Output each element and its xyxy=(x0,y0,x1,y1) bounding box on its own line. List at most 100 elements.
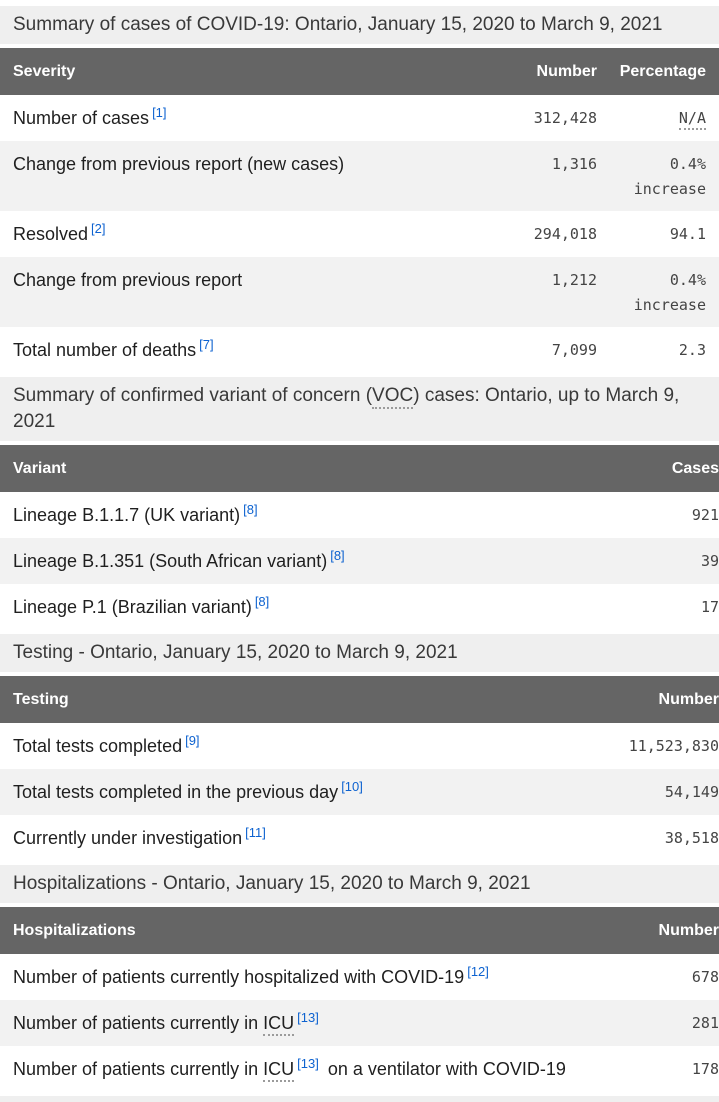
row-label-text: Total tests completed xyxy=(13,736,183,756)
row-label-text: Number of patients currently in xyxy=(13,1059,264,1079)
table-row: Total tests completed [9] 11,523,830 xyxy=(0,723,719,769)
table-row: Lineage B.1.1.7 (UK variant) [8] 921 xyxy=(0,492,719,538)
percentage-text: 0.4% xyxy=(669,155,706,173)
percentage-line: N/A xyxy=(597,105,706,131)
row-label-text: Total tests completed in the previous da… xyxy=(13,782,339,802)
row-label: Number of patients currently in ICU [13] … xyxy=(0,1046,597,1092)
data-table-variant: Variant Cases Lineage B.1.1.7 (UK variant)… xyxy=(0,445,719,630)
caption-text: Hospitalizations - Ontario, January 15, … xyxy=(13,873,531,894)
row-label-text: Number of patients currently in xyxy=(13,1013,264,1033)
table-row: Number of patients currently in ICU [13] … xyxy=(0,1046,719,1092)
row-label: Change from previous report (new cases) xyxy=(0,141,487,211)
abbr-icu: ICU xyxy=(263,1059,295,1082)
row-label-text: Lineage B.1.1.7 (UK variant) xyxy=(13,505,241,525)
caption-text: Summary of cases of COVID-19: Ontario, J… xyxy=(13,14,663,35)
abbr-icu: ICU xyxy=(263,1013,295,1036)
percentage-line: 2.3 xyxy=(597,337,706,363)
column-header-variant: Variant xyxy=(0,445,597,492)
row-value: 294,018 xyxy=(533,225,597,243)
column-header-percentage: Percentage xyxy=(597,48,719,95)
abbr-voc: VOC xyxy=(372,385,414,409)
section-caption-testing: Testing - Ontario, January 15, 2020 to M… xyxy=(0,634,719,672)
header-row: Testing Number xyxy=(0,676,719,723)
footnote-link[interactable]: [8] xyxy=(243,502,258,517)
row-label-text: Number of patients currently hospitalize… xyxy=(13,967,465,987)
row-label: Total number of deaths [7] xyxy=(0,327,487,373)
table-row: Total tests completed in the previous da… xyxy=(0,769,719,815)
row-label: Number of patients currently in ICU [13] xyxy=(0,1000,597,1046)
data-table-testing: Testing Number Total tests completed [9] 11,… xyxy=(0,676,719,861)
footnote-link[interactable]: [9] xyxy=(185,733,200,748)
footnote-link[interactable]: [12] xyxy=(467,964,489,979)
row-value: 1,316 xyxy=(551,155,597,173)
row-label-text: on a ventilator with COVID-19 xyxy=(322,1059,566,1079)
column-header-hospitalizations: Hospitalizations xyxy=(0,907,597,954)
row-percentage: 94.1 xyxy=(597,211,719,257)
row-value: 312,428 xyxy=(533,109,597,127)
row-percentage: 0.4% increase xyxy=(597,257,719,327)
row-value: 39 xyxy=(700,552,719,570)
percentage-text: 0.4% xyxy=(669,271,706,289)
data-table-severity: Severity Number Percentage Number of cases[… xyxy=(0,48,719,373)
row-label-text: Change from previous report (new cases) xyxy=(13,154,345,174)
footnote-link[interactable]: [11] xyxy=(245,825,266,840)
percentage-line-2: increase xyxy=(633,296,706,314)
footnote-link[interactable]: [8] xyxy=(330,548,345,563)
row-label: Total tests completed [9] xyxy=(0,723,597,769)
table-row: Lineage P.1 (Brazilian variant) [8] 17 xyxy=(0,584,719,630)
row-value: 17 xyxy=(700,598,719,616)
row-label-text: Total number of deaths xyxy=(13,340,197,360)
content: Summary of cases of COVID-19: Ontario, J… xyxy=(0,6,719,1092)
row-value: 281 xyxy=(691,1014,719,1032)
footnote-link[interactable]: [7] xyxy=(199,337,214,352)
column-header-number: Number xyxy=(597,676,719,723)
table-row: Currently under investigation [11] 38,518 xyxy=(0,815,719,861)
footnote-link[interactable]: [10] xyxy=(341,779,363,794)
header-row: Hospitalizations Number xyxy=(0,907,719,954)
table-row: Lineage B.1.351 (South African variant)[… xyxy=(0,538,719,584)
row-percentage: N/A xyxy=(597,95,719,141)
row-label: Resolved [2] xyxy=(0,211,487,257)
data-table-hospitalizations: Hospitalizations Number Number of patients… xyxy=(0,907,719,1092)
footnote-link[interactable]: [13] xyxy=(297,1010,319,1025)
section-caption-hospitalizations: Hospitalizations - Ontario, January 15, … xyxy=(0,865,719,903)
section-caption-voc: Summary of confirmed variant of concern … xyxy=(0,377,719,441)
footnote-link[interactable]: [1] xyxy=(152,105,167,120)
row-value: 11,523,830 xyxy=(628,737,719,755)
row-value: 38,518 xyxy=(664,829,719,847)
column-header-testing: Testing xyxy=(0,676,597,723)
header-row: Variant Cases xyxy=(0,445,719,492)
table-row: Number of patients currently hospitalize… xyxy=(0,954,719,1000)
footnote-link[interactable]: [13] xyxy=(297,1056,319,1071)
next-section-caption-partial xyxy=(0,1096,719,1102)
row-label: Lineage P.1 (Brazilian variant) [8] xyxy=(0,584,597,630)
table-row: Resolved [2] 294,018 94.1 xyxy=(0,211,719,257)
row-label-text: Lineage B.1.351 (South African variant) xyxy=(13,551,328,571)
row-label: Currently under investigation [11] xyxy=(0,815,597,861)
table-row: Total number of deaths [7] 7,099 2.3 xyxy=(0,327,719,373)
percentage-text: 2.3 xyxy=(678,341,706,359)
caption-text: ) cases: Ontario, up to March 9, 2021 xyxy=(13,385,680,432)
abbr-n-a: N/A xyxy=(678,109,706,130)
footnote-link[interactable]: [8] xyxy=(254,594,270,609)
table-row: Number of cases [1] 312,428 N/A xyxy=(0,95,719,141)
row-label: Number of patients currently hospitalize… xyxy=(0,954,597,1000)
row-percentage: 2.3 xyxy=(597,327,719,373)
row-label-text: Change from previous report xyxy=(13,270,243,290)
row-label: Lineage B.1.1.7 (UK variant) [8] xyxy=(0,492,597,538)
row-label-text: Number of cases xyxy=(13,108,150,128)
row-label-text: Currently under investigation xyxy=(13,828,243,848)
footnote-link[interactable]: [2] xyxy=(91,221,106,236)
row-label: Change from previous report xyxy=(0,257,487,327)
row-value: 54,149 xyxy=(664,783,719,801)
percentage-line-2: increase xyxy=(633,180,706,198)
column-header-severity: Severity xyxy=(0,48,487,95)
row-label: Total tests completed in the previous da… xyxy=(0,769,597,815)
percentage-line: 0.4% xyxy=(597,151,706,177)
row-label: Number of cases [1] xyxy=(0,95,487,141)
header-row: Severity Number Percentage xyxy=(0,48,719,95)
percentage-text: 94.1 xyxy=(669,225,706,243)
row-value: 678 xyxy=(691,968,719,986)
row-value: 1,212 xyxy=(551,271,597,289)
